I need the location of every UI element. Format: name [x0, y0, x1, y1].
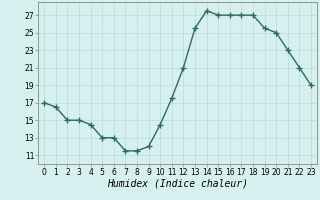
X-axis label: Humidex (Indice chaleur): Humidex (Indice chaleur)	[107, 179, 248, 189]
